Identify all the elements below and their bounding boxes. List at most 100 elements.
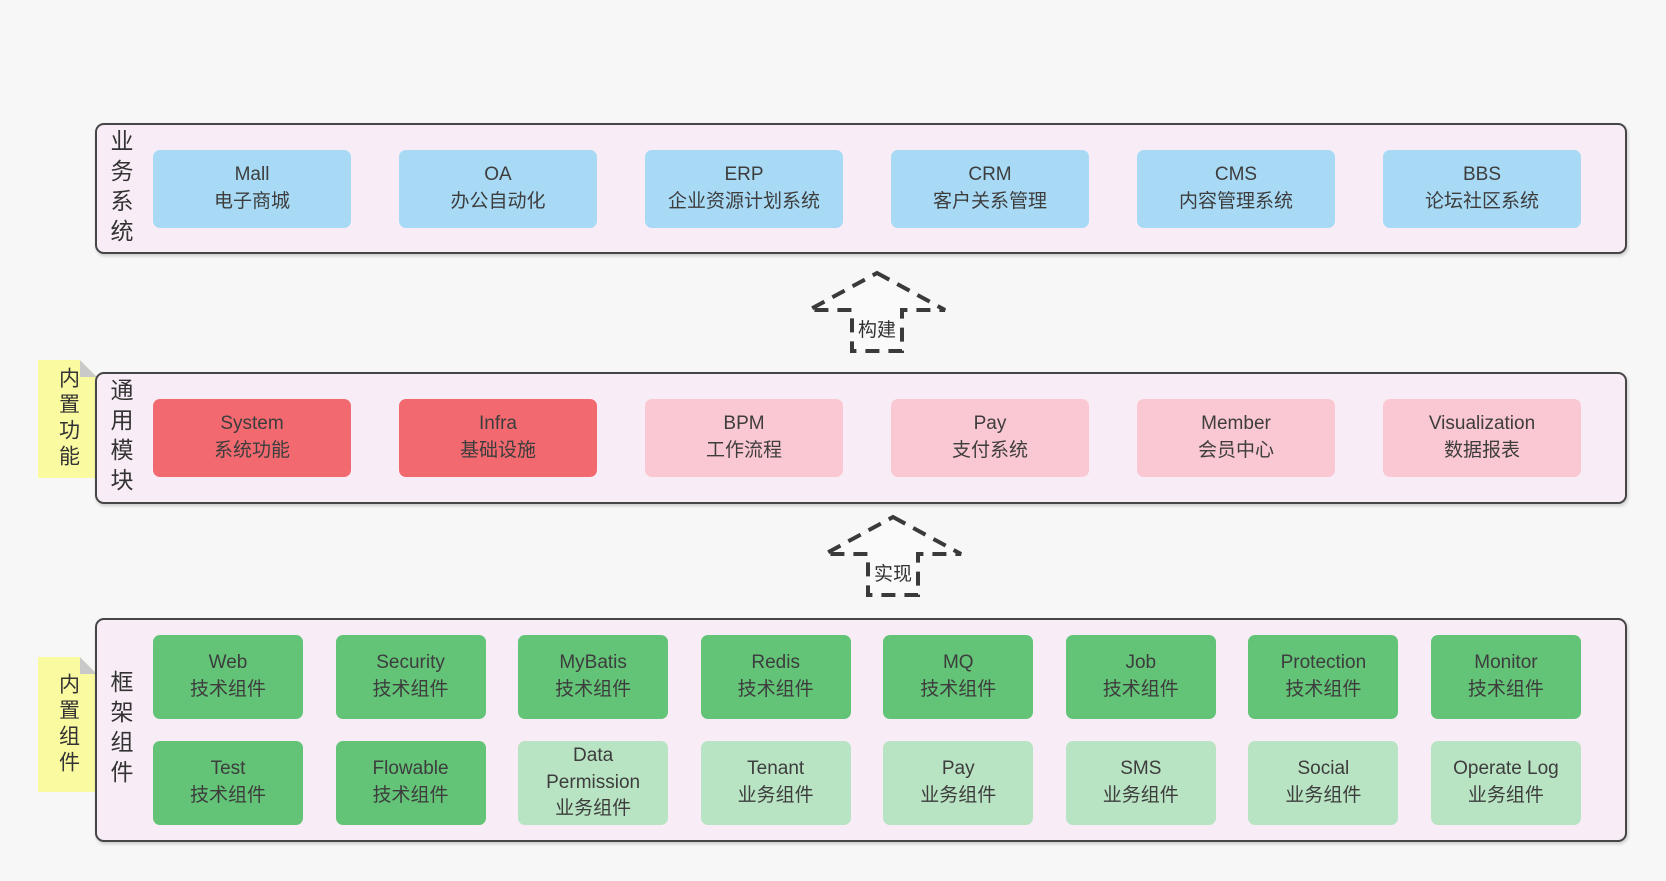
box-subtitle: 会员中心 xyxy=(1197,440,1274,461)
box-title: Test xyxy=(210,758,246,780)
up-arrow-icon xyxy=(824,514,962,597)
box-mq: MQ 技术组件 xyxy=(883,635,1034,719)
box-subtitle: 基础设施 xyxy=(459,440,536,461)
band-business-systems: 业务系统 Mall 电子商城 OA 办公自动化 ERP 企业资源计划系统 CRM… xyxy=(95,123,1627,254)
box-tenant: Tenant 业务组件 xyxy=(700,741,851,825)
box-title: MyBatis xyxy=(559,652,627,674)
box-title: Infra xyxy=(478,413,518,435)
box-title: CRM xyxy=(968,163,1012,185)
sticky-note-builtin-features: 内置功能 xyxy=(38,360,97,478)
box-subtitle: 技术组件 xyxy=(1467,679,1544,700)
box-operate-log: Operate Log 业务组件 xyxy=(1430,741,1581,825)
framework-row-1: Web 技术组件 Security 技术组件 MyBatis 技术组件 Redi… xyxy=(153,635,1581,719)
box-member: Member 会员中心 xyxy=(1137,399,1335,477)
box-job: Job 技术组件 xyxy=(1065,635,1216,719)
box-subtitle: 业务组件 xyxy=(1102,785,1179,806)
box-flowable: Flowable 技术组件 xyxy=(335,741,486,825)
box-subtitle: 企业资源计划系统 xyxy=(667,190,820,212)
box-crm: CRM 客户关系管理 xyxy=(891,149,1089,228)
box-erp: ERP 企业资源计划系统 xyxy=(645,149,843,228)
box-title: Monitor xyxy=(1474,652,1538,674)
box-subtitle: 技术组件 xyxy=(372,679,449,700)
box-subtitle: 业务组件 xyxy=(737,785,814,806)
box-oa: OA 办公自动化 xyxy=(399,149,597,228)
box-title: ERP xyxy=(724,163,764,185)
box-subtitle: 业务组件 xyxy=(920,785,997,806)
sticky-note-builtin-components: 内置组件 xyxy=(38,657,97,792)
box-title: CMS xyxy=(1214,163,1258,185)
arrow-label: 构建 xyxy=(857,320,896,341)
box-subtitle: 客户关系管理 xyxy=(932,190,1047,212)
box-title: System xyxy=(220,413,284,435)
box-visualization: Visualization 数据报表 xyxy=(1383,399,1581,477)
up-arrow-icon xyxy=(808,270,946,353)
box-mall: Mall 电子商城 xyxy=(153,149,351,228)
band-common-content: System 系统功能 Infra 基础设施 BPM 工作流程 Pay 支付系统… xyxy=(143,374,1625,502)
box-title: Member xyxy=(1201,413,1271,435)
box-subtitle: 技术组件 xyxy=(189,679,266,700)
box-title: Pay xyxy=(941,758,975,780)
box-title: Job xyxy=(1125,652,1157,674)
box-title: Visualization xyxy=(1428,413,1536,435)
box-subtitle: 技术组件 xyxy=(1102,679,1179,700)
box-protection: Protection 技术组件 xyxy=(1248,635,1399,719)
box-redis: Redis 技术组件 xyxy=(700,635,851,719)
box-title: Tenant xyxy=(747,758,805,780)
box-title: MQ xyxy=(942,652,974,674)
band-label-business: 业务系统 xyxy=(107,128,133,249)
box-title: BPM xyxy=(723,413,765,435)
arrow-implement: 实现 xyxy=(822,514,964,598)
box-title: OA xyxy=(484,163,512,185)
band-business-content: Mall 电子商城 OA 办公自动化 ERP 企业资源计划系统 CRM 客户关系… xyxy=(143,125,1625,252)
box-bpm: BPM 工作流程 xyxy=(645,399,843,477)
box-pay: Pay 支付系统 xyxy=(891,399,1089,477)
box-pay-component: Pay 业务组件 xyxy=(883,741,1034,825)
box-subtitle: 技术组件 xyxy=(1285,679,1362,700)
box-title: Social xyxy=(1297,758,1350,780)
box-title: SMS xyxy=(1120,758,1162,780)
box-title: Security xyxy=(376,652,445,674)
box-subtitle: 电子商城 xyxy=(213,190,290,212)
box-subtitle: 系统功能 xyxy=(213,440,290,461)
framework-row-2: Test 技术组件 Flowable 技术组件 Data Permission … xyxy=(153,741,1581,825)
box-subtitle: 办公自动化 xyxy=(450,190,546,212)
box-cms: CMS 内容管理系统 xyxy=(1137,149,1335,228)
box-system: System 系统功能 xyxy=(153,399,351,477)
band-label-framework: 框架组件 xyxy=(107,670,133,790)
arrow-build: 构建 xyxy=(806,270,948,354)
box-subtitle: 技术组件 xyxy=(372,785,449,806)
band-common-modules: 通用模块 System 系统功能 Infra 基础设施 BPM 工作流程 Pay… xyxy=(95,372,1627,504)
band-framework-content: Web 技术组件 Security 技术组件 MyBatis 技术组件 Redi… xyxy=(143,620,1625,840)
box-subtitle: 技术组件 xyxy=(737,679,814,700)
box-subtitle: 业务组件 xyxy=(1467,785,1544,806)
box-subtitle: 工作流程 xyxy=(705,440,782,461)
band-framework-components: 框架组件 Web 技术组件 Security 技术组件 MyBatis 技术组件… xyxy=(95,618,1627,842)
box-title: Data Permission xyxy=(546,744,641,793)
box-social: Social 业务组件 xyxy=(1248,741,1399,825)
box-title: Mall xyxy=(234,163,270,185)
box-infra: Infra 基础设施 xyxy=(399,399,597,477)
box-subtitle: 技术组件 xyxy=(920,679,997,700)
arrow-label: 实现 xyxy=(873,564,912,585)
box-monitor: Monitor 技术组件 xyxy=(1430,635,1581,719)
box-subtitle: 论坛社区系统 xyxy=(1424,190,1539,212)
box-security: Security 技术组件 xyxy=(335,635,486,719)
box-title: BBS xyxy=(1462,163,1502,185)
box-subtitle: 支付系统 xyxy=(951,440,1028,461)
box-subtitle: 业务组件 xyxy=(1285,785,1362,806)
box-title: Redis xyxy=(751,652,800,674)
box-test: Test 技术组件 xyxy=(153,741,303,825)
box-subtitle: 技术组件 xyxy=(555,679,632,700)
box-title: Operate Log xyxy=(1453,758,1559,780)
box-title: Pay xyxy=(973,413,1007,435)
band-label-common: 通用模块 xyxy=(107,378,133,498)
box-mybatis: MyBatis 技术组件 xyxy=(518,635,669,719)
box-bbs: BBS 论坛社区系统 xyxy=(1383,149,1581,228)
box-title: Flowable xyxy=(372,758,449,780)
box-sms: SMS 业务组件 xyxy=(1065,741,1216,825)
box-subtitle: 技术组件 xyxy=(189,785,266,806)
box-subtitle: 数据报表 xyxy=(1443,440,1520,461)
box-subtitle: 业务组件 xyxy=(555,798,632,820)
box-title: Protection xyxy=(1280,652,1367,674)
